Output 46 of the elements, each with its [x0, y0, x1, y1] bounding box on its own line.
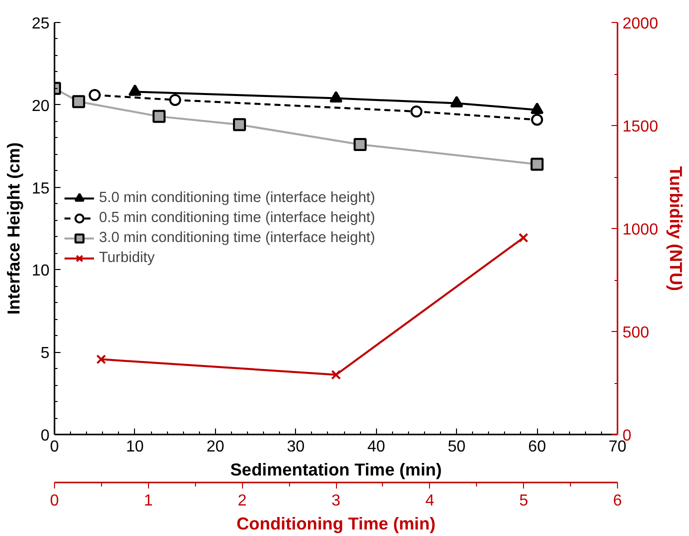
point	[450, 96, 464, 108]
legend-label: 5.0 min conditioning time (interface height)	[99, 190, 376, 206]
y2-tick-label: 2000	[622, 16, 658, 32]
point	[169, 94, 182, 106]
point	[518, 232, 528, 243]
x2-tick-label: 1	[144, 492, 153, 510]
point	[128, 84, 142, 96]
point	[330, 90, 342, 102]
y-tick-label: 0	[40, 428, 50, 444]
x2-tick-label: 4	[425, 492, 434, 510]
x-tick-label: 40	[367, 438, 386, 456]
x-tick-label: 60	[528, 438, 546, 456]
point	[530, 158, 544, 171]
point	[232, 118, 246, 132]
x2-tick-label: 3	[332, 492, 341, 510]
legend-label: 3.0 min conditioning time (interface height)	[99, 230, 376, 246]
x-tick-label: 10	[126, 438, 144, 456]
y-tick-label: 10	[32, 262, 50, 280]
point	[72, 95, 86, 108]
y-tick-label: 5	[40, 345, 50, 362]
x2-tick-label: 6	[613, 492, 622, 510]
y-tick-label: 15	[32, 180, 50, 198]
y2-tick-label: 1000	[622, 222, 658, 238]
x-tick-label: 20	[206, 438, 224, 456]
point	[410, 106, 422, 118]
point	[530, 102, 544, 114]
y2-tick-label: 1500	[622, 118, 658, 136]
point	[354, 138, 367, 151]
y-tick-label: 20	[32, 98, 50, 115]
x2-axis-title: Conditioning Time (min)	[236, 514, 436, 534]
y-axis-title: Interface Height (cm)	[4, 142, 24, 315]
x-axis-title: Sedimentation Time (min)	[230, 460, 442, 480]
x2-tick-label: 2	[238, 492, 247, 510]
point	[152, 110, 166, 123]
y2-axis-title: Turbidity (NTU)	[666, 166, 686, 291]
legend-label: 0.5 min conditioning time (interface height)	[99, 210, 376, 226]
x2-tick-label: 5	[519, 492, 528, 510]
y2-tick-label: 500	[622, 324, 650, 342]
point	[88, 89, 101, 101]
x-tick-label: 30	[286, 438, 305, 456]
point	[531, 114, 544, 126]
legend-label: Turbidity	[99, 250, 155, 266]
x-tick-label: 50	[448, 438, 466, 456]
y-tick-label: 25	[32, 16, 50, 32]
point	[96, 354, 106, 364]
point	[331, 370, 341, 380]
